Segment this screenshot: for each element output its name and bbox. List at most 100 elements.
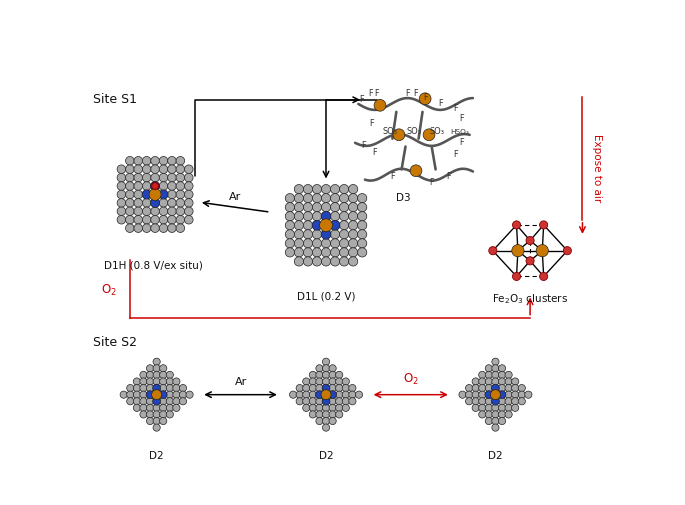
Circle shape [492,418,499,425]
Circle shape [142,190,151,199]
Circle shape [147,385,153,392]
Circle shape [134,157,142,166]
Circle shape [512,273,521,281]
Circle shape [323,359,329,366]
Circle shape [179,391,186,398]
Circle shape [358,194,366,204]
Circle shape [303,248,312,258]
Text: D1H (0.8 V/ex situ): D1H (0.8 V/ex situ) [104,260,203,270]
Circle shape [336,391,342,398]
Circle shape [184,199,193,208]
Circle shape [309,398,316,405]
Text: Fe$_2$O$_3$ clusters: Fe$_2$O$_3$ clusters [492,291,568,305]
Circle shape [142,166,151,174]
Circle shape [176,224,185,233]
Circle shape [285,221,295,230]
Circle shape [472,391,480,398]
Circle shape [329,391,336,399]
Text: HSO₃: HSO₃ [451,129,469,134]
Circle shape [342,391,349,398]
Circle shape [316,365,323,372]
Text: Ar: Ar [234,376,247,386]
Circle shape [303,405,310,412]
Circle shape [485,365,493,372]
Circle shape [323,398,329,405]
Circle shape [147,398,153,405]
Circle shape [303,398,310,405]
Text: D3: D3 [396,193,410,203]
Circle shape [168,157,176,166]
Circle shape [176,174,185,182]
Circle shape [166,385,173,392]
Circle shape [149,189,161,201]
Circle shape [134,191,142,199]
Circle shape [492,411,499,418]
Circle shape [166,391,173,398]
Circle shape [285,203,295,213]
Circle shape [349,258,358,267]
Circle shape [358,248,366,258]
Text: O$_2$: O$_2$ [403,371,419,386]
Circle shape [322,397,330,406]
Circle shape [540,273,548,281]
Circle shape [168,174,176,182]
Circle shape [349,203,358,213]
Circle shape [159,174,168,182]
Circle shape [134,166,142,174]
Circle shape [472,385,480,392]
Circle shape [153,411,160,418]
Circle shape [295,203,303,213]
Circle shape [329,385,336,392]
Circle shape [151,208,160,216]
Circle shape [159,157,168,166]
Circle shape [176,199,185,208]
Text: F: F [460,138,464,147]
Circle shape [125,216,134,225]
Circle shape [340,230,349,239]
Circle shape [312,185,321,194]
Circle shape [117,208,126,216]
Circle shape [160,398,167,405]
Circle shape [323,418,329,425]
Circle shape [285,194,295,204]
Circle shape [499,385,506,392]
Text: F: F [429,177,434,186]
Circle shape [349,194,358,204]
Circle shape [125,174,134,182]
Text: SO₃: SO₃ [406,127,421,135]
Circle shape [316,378,323,385]
Circle shape [134,208,142,216]
Circle shape [499,391,506,398]
Circle shape [285,230,295,239]
Circle shape [485,391,493,398]
Circle shape [160,372,167,379]
Circle shape [340,203,349,213]
Circle shape [303,239,312,248]
Circle shape [160,411,167,418]
Circle shape [151,216,160,225]
Text: SO₃: SO₃ [429,127,445,135]
Circle shape [330,258,340,267]
Circle shape [329,365,336,372]
Circle shape [485,372,493,379]
Text: F: F [460,113,464,122]
Circle shape [358,230,366,239]
Circle shape [323,365,329,372]
Circle shape [479,372,486,379]
Circle shape [142,208,151,216]
Circle shape [340,212,349,221]
Circle shape [321,239,331,248]
Circle shape [173,405,180,412]
Circle shape [312,248,321,258]
Circle shape [168,216,176,225]
Circle shape [127,385,134,392]
Circle shape [142,174,151,182]
Circle shape [159,166,168,174]
Circle shape [479,385,486,392]
Circle shape [125,208,134,216]
Circle shape [290,391,297,398]
Circle shape [117,174,126,182]
Circle shape [285,248,295,258]
Circle shape [179,385,186,392]
Circle shape [518,391,525,398]
